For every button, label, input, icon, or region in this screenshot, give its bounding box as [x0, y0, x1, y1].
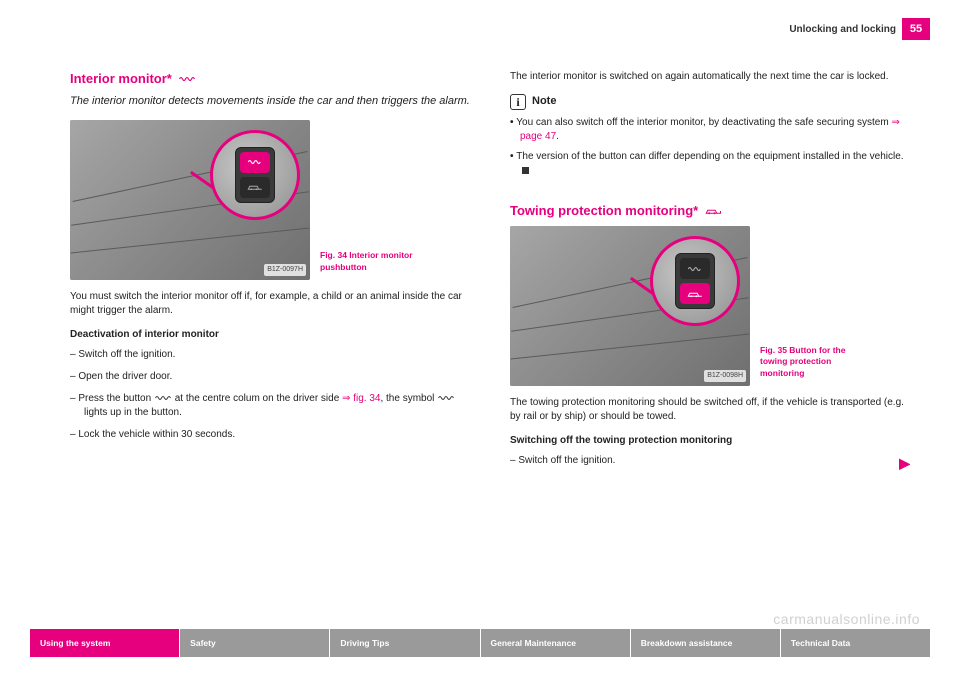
button-panel-2	[675, 253, 715, 309]
info-icon: i	[510, 94, 526, 110]
right-column: The interior monitor is switched on agai…	[510, 70, 910, 613]
title2-text: Towing protection monitoring*	[510, 202, 698, 220]
continue-arrow-icon: ▶	[899, 454, 910, 474]
para-1: You must switch the interior monitor off…	[70, 290, 470, 318]
callout-circle	[210, 130, 300, 220]
step-3-link[interactable]: ⇒ fig. 34	[342, 393, 380, 404]
spacer	[510, 184, 910, 202]
ultrasonic-icon	[246, 157, 264, 167]
lede-text: The interior monitor detects movements i…	[70, 94, 470, 109]
step-3b: at the centre colum on the driver side	[175, 393, 342, 404]
note-label: Note	[532, 94, 556, 109]
ultrasonic-icon	[154, 393, 172, 403]
step-2: Open the driver door.	[70, 370, 470, 384]
note-heading: i Note	[510, 94, 910, 110]
figure-34-tag: B1Z-0097H	[264, 264, 306, 276]
step-1: Switch off the ignition.	[70, 348, 470, 362]
step-4: Lock the vehicle within 30 seconds.	[70, 428, 470, 442]
interior-monitor-button-top-2	[680, 258, 710, 279]
step-5: Switch off the ignition.	[510, 454, 615, 468]
page-header: Unlocking and locking 55	[789, 18, 930, 40]
tab-technical[interactable]: Technical Data	[780, 629, 930, 657]
figure-35: B1Z-0098H	[510, 226, 750, 386]
step-3a: Press the button	[78, 393, 154, 404]
towing-button-bottom-2	[680, 283, 710, 304]
left-column: Interior monitor* The interior monitor d…	[70, 70, 470, 613]
para-auto-on: The interior monitor is switched on agai…	[510, 70, 910, 84]
note-bullet-1: You can also switch off the interior mon…	[510, 116, 910, 144]
title-text: Interior monitor*	[70, 70, 172, 88]
tab-driving-tips[interactable]: Driving Tips	[329, 629, 479, 657]
car-tow-icon	[246, 182, 264, 192]
tab-breakdown[interactable]: Breakdown assistance	[630, 629, 780, 657]
towing-button-bottom	[240, 177, 270, 198]
page: Unlocking and locking 55 Interior monito…	[0, 0, 960, 673]
figure-35-wrap: B1Z-0098H Fig. 35 Button for the towing …	[510, 226, 910, 386]
tab-safety[interactable]: Safety	[179, 629, 329, 657]
step-3d: lights up in the button.	[84, 407, 182, 418]
note-b1b: .	[556, 131, 559, 142]
note-bullet-2: The version of the button can differ dep…	[510, 150, 910, 178]
car-tow-icon	[686, 289, 704, 299]
watermark: carmanualsonline.info	[773, 611, 920, 627]
ultrasonic-icon	[686, 264, 704, 274]
callout-circle-2	[650, 236, 740, 326]
section-end-marker	[522, 167, 529, 174]
section-title-interior-monitor: Interior monitor*	[70, 70, 470, 88]
note-b2: The version of the button can differ dep…	[516, 151, 903, 162]
section-title-towing: Towing protection monitoring*	[510, 202, 910, 220]
step-3c: , the symbol	[380, 393, 437, 404]
button-panel	[235, 147, 275, 203]
figure-35-tag: B1Z-0098H	[704, 370, 746, 382]
breadcrumb: Unlocking and locking	[789, 24, 902, 35]
subheading-deactivation: Deactivation of interior monitor	[70, 328, 470, 342]
tab-maintenance[interactable]: General Maintenance	[480, 629, 630, 657]
figure-34-wrap: B1Z-0097H Fig. 34 Interior monitor pushb…	[70, 120, 470, 280]
ultrasonic-icon	[178, 74, 196, 84]
step-3: Press the button at the centre colum on …	[70, 392, 470, 420]
note-b1a: You can also switch off the interior mon…	[516, 117, 891, 128]
ultrasonic-icon	[437, 393, 455, 403]
tab-using-system[interactable]: Using the system	[30, 629, 179, 657]
content-area: Interior monitor* The interior monitor d…	[70, 70, 910, 613]
para-towing: The towing protection monitoring should …	[510, 396, 910, 424]
bottom-tabs: Using the system Safety Driving Tips Gen…	[30, 629, 930, 657]
subheading-towing-off: Switching off the towing protection moni…	[510, 434, 910, 448]
car-tow-icon	[704, 206, 722, 216]
figure-35-caption: Fig. 35 Button for the towing protection…	[760, 345, 855, 387]
interior-monitor-button-top	[240, 152, 270, 173]
figure-34-caption: Fig. 34 Interior monitor pushbutton	[320, 250, 415, 280]
figure-34: B1Z-0097H	[70, 120, 310, 280]
step-5-row: Switch off the ignition. ▶	[510, 454, 910, 476]
page-number: 55	[902, 18, 930, 40]
